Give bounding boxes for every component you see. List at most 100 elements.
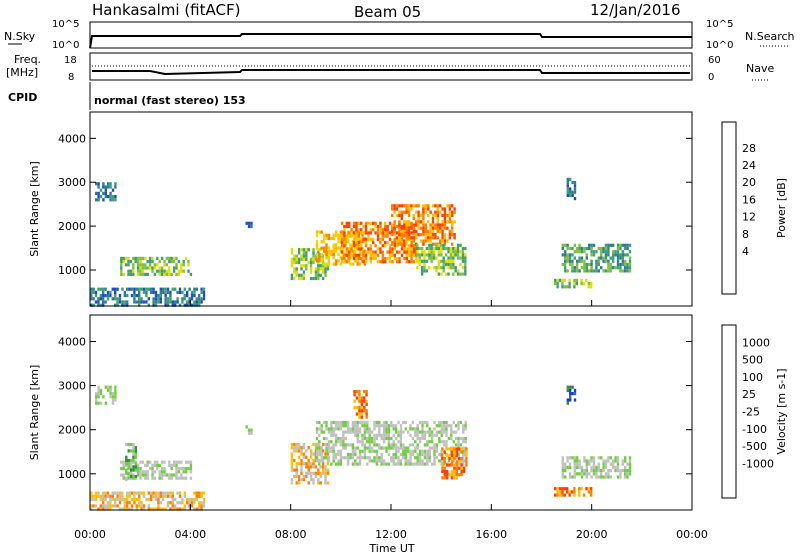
heatmap-cell <box>595 266 598 270</box>
heatmap-cell <box>422 229 425 233</box>
heatmap-cell <box>295 474 298 479</box>
heatmap-cell <box>454 436 458 441</box>
heatmap-cell <box>440 246 443 251</box>
heatmap-cell <box>356 236 359 241</box>
heatmap-cell <box>146 266 149 270</box>
heatmap-cell <box>193 497 196 502</box>
heatmap-cell <box>452 266 455 270</box>
heatmap-cell <box>416 243 419 247</box>
heatmap-cell <box>414 440 417 444</box>
heatmap-cell <box>405 210 408 214</box>
heatmap-cell <box>450 433 453 437</box>
heatmap-cell <box>588 462 591 466</box>
heatmap-cell <box>200 297 203 301</box>
heatmap-cell <box>171 300 174 304</box>
y-tick-label: 1000 <box>58 468 86 481</box>
heatmap-cell <box>382 427 386 431</box>
heatmap-cell <box>154 491 158 495</box>
heatmap-cell <box>339 436 343 441</box>
heatmap-cell <box>159 300 162 304</box>
heatmap-cell <box>429 223 432 227</box>
heatmap-cell <box>332 246 335 250</box>
heatmap-cell <box>382 462 386 466</box>
heatmap-cell <box>573 278 576 282</box>
heatmap-cell <box>436 223 439 227</box>
heatmap-cell <box>120 272 123 276</box>
heatmap-cell <box>592 462 596 466</box>
colorbar-frame <box>721 324 737 499</box>
heatmap-cell <box>354 462 357 466</box>
heatmap-cell <box>459 420 463 425</box>
heatmap-cell <box>446 473 449 477</box>
heatmap-cell <box>404 459 407 463</box>
heatmap-cell <box>293 267 296 271</box>
heatmap-cell <box>399 459 403 463</box>
heatmap-cell <box>585 469 588 473</box>
heatmap-cell <box>180 269 183 273</box>
heatmap-cell <box>195 300 198 304</box>
heatmap-cell <box>388 247 392 251</box>
heatmap-cell <box>339 230 343 234</box>
heatmap-cell <box>180 263 183 267</box>
heatmap-cell <box>435 243 438 247</box>
heatmap-cell <box>150 494 153 498</box>
heatmap-cell <box>398 256 401 261</box>
heatmap-cell <box>585 462 588 466</box>
heatmap-cell <box>412 253 416 257</box>
heatmap-cell <box>154 497 158 502</box>
heatmap-cell <box>370 440 374 444</box>
heatmap-cell <box>573 184 577 188</box>
heatmap-cell <box>403 239 406 243</box>
heatmap-cell <box>340 244 344 248</box>
heatmap-cell <box>372 240 375 245</box>
heatmap-cell <box>154 297 158 301</box>
heatmap-cell <box>373 440 376 444</box>
heatmap-cell <box>452 256 455 260</box>
heatmap-cell <box>410 226 413 230</box>
heatmap-cell <box>363 436 367 441</box>
heatmap-cell <box>327 440 331 444</box>
heatmap-cell <box>132 446 135 450</box>
heatmap-cell <box>573 243 576 247</box>
heatmap-cell <box>140 507 143 511</box>
heatmap-cell <box>174 504 177 508</box>
heatmap-cell <box>423 262 426 267</box>
heatmap-cell <box>566 243 569 247</box>
heatmap-cell <box>602 459 605 463</box>
heatmap-cell <box>374 221 377 225</box>
heatmap-cell <box>106 294 110 298</box>
heatmap-cell <box>300 465 303 469</box>
heatmap-cell <box>436 217 439 221</box>
heatmap-cell <box>447 459 451 463</box>
heatmap-cell <box>97 185 100 189</box>
heatmap-cell <box>332 443 335 447</box>
station-title: Hankasalmi (fitACF) <box>92 1 240 19</box>
heatmap-cell <box>174 497 177 502</box>
heatmap-cell <box>561 282 564 286</box>
heatmap-cell <box>373 459 376 463</box>
heatmap-cell <box>404 427 407 431</box>
heatmap-cell <box>446 239 449 243</box>
heatmap-cell <box>387 436 391 441</box>
heatmap-cell <box>364 256 368 261</box>
noise-trace <box>89 33 692 49</box>
heatmap-cell <box>300 257 303 261</box>
heatmap-cell <box>428 427 431 431</box>
heatmap-cell <box>442 246 445 251</box>
heatmap-cell <box>440 420 443 425</box>
heatmap-cell <box>132 449 135 453</box>
heatmap-cell <box>425 253 429 257</box>
heatmap-cell <box>571 385 574 389</box>
heatmap-cell <box>595 250 598 254</box>
heatmap-cell <box>568 456 572 460</box>
heatmap-cell <box>153 263 157 267</box>
heatmap-cell <box>458 457 461 461</box>
heatmap-cell <box>133 501 136 505</box>
heatmap-cell <box>350 247 353 251</box>
heatmap-cell <box>132 452 135 456</box>
heatmap-cell <box>612 462 615 466</box>
heatmap-cell <box>182 476 185 480</box>
heatmap-cell <box>158 473 161 477</box>
heatmap-cell <box>398 223 401 227</box>
heatmap-cell <box>198 300 201 304</box>
